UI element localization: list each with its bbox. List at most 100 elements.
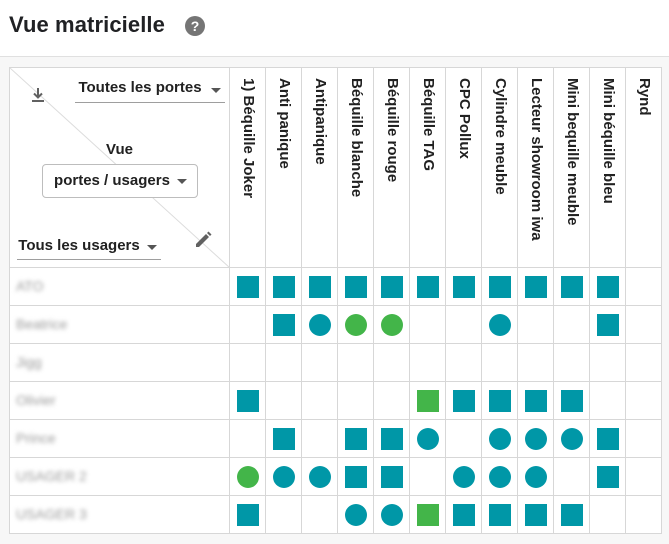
matrix-cell[interactable] (265, 267, 302, 306)
matrix-cell[interactable] (517, 267, 554, 306)
door-column-header[interactable]: CPC Pollux (445, 67, 482, 268)
matrix-cell[interactable] (517, 457, 554, 496)
matrix-cell[interactable] (337, 457, 374, 496)
matrix-cell[interactable] (409, 343, 446, 382)
matrix-cell[interactable] (445, 305, 482, 344)
matrix-cell[interactable] (265, 495, 302, 534)
matrix-cell[interactable] (625, 457, 662, 496)
matrix-cell[interactable] (445, 381, 482, 420)
users-filter-select[interactable]: Tous les usagers (17, 234, 161, 260)
door-column-header[interactable]: Lecteur showroom iwa (517, 67, 554, 268)
door-column-header[interactable]: Rynd (625, 67, 662, 268)
matrix-cell[interactable] (625, 343, 662, 382)
matrix-cell[interactable] (337, 419, 374, 458)
matrix-cell[interactable] (625, 305, 662, 344)
matrix-cell[interactable] (589, 267, 626, 306)
matrix-cell[interactable] (481, 495, 518, 534)
matrix-cell[interactable] (589, 457, 626, 496)
matrix-cell[interactable] (481, 457, 518, 496)
matrix-cell[interactable] (301, 457, 338, 496)
matrix-cell[interactable] (373, 495, 410, 534)
matrix-cell[interactable] (553, 495, 590, 534)
matrix-cell[interactable] (517, 419, 554, 458)
door-column-header[interactable]: Béquille blanche (337, 67, 374, 268)
matrix-cell[interactable] (481, 343, 518, 382)
matrix-cell[interactable] (625, 381, 662, 420)
matrix-cell[interactable] (409, 419, 446, 458)
matrix-cell[interactable] (589, 495, 626, 534)
matrix-cell[interactable] (229, 267, 266, 306)
matrix-cell[interactable] (337, 343, 374, 382)
matrix-cell[interactable] (589, 381, 626, 420)
matrix-cell[interactable] (301, 305, 338, 344)
matrix-cell[interactable] (337, 495, 374, 534)
matrix-cell[interactable] (301, 267, 338, 306)
matrix-cell[interactable] (265, 343, 302, 382)
user-row-header[interactable]: Prince (9, 419, 230, 458)
doors-filter-select[interactable]: Toutes les portes (75, 77, 225, 103)
matrix-cell[interactable] (481, 305, 518, 344)
matrix-cell[interactable] (229, 381, 266, 420)
matrix-cell[interactable] (373, 267, 410, 306)
matrix-cell[interactable] (409, 495, 446, 534)
view-select[interactable]: portes / usagers (42, 164, 198, 198)
user-row-header[interactable]: Jigg (9, 343, 230, 382)
door-column-header[interactable]: Béquille TAG (409, 67, 446, 268)
matrix-cell[interactable] (589, 343, 626, 382)
matrix-cell[interactable] (517, 495, 554, 534)
matrix-cell[interactable] (517, 305, 554, 344)
door-column-header[interactable]: Anti panique (265, 67, 302, 268)
user-row-header[interactable]: Beatrice (9, 305, 230, 344)
door-column-header[interactable]: Béquille rouge (373, 67, 410, 268)
matrix-cell[interactable] (337, 267, 374, 306)
matrix-cell[interactable] (301, 343, 338, 382)
matrix-cell[interactable] (445, 457, 482, 496)
matrix-cell[interactable] (553, 267, 590, 306)
matrix-cell[interactable] (229, 343, 266, 382)
matrix-cell[interactable] (229, 495, 266, 534)
download-icon[interactable] (29, 86, 47, 104)
matrix-cell[interactable] (337, 381, 374, 420)
matrix-cell[interactable] (409, 305, 446, 344)
matrix-cell[interactable] (373, 305, 410, 344)
matrix-cell[interactable] (589, 305, 626, 344)
door-column-header[interactable]: Mini bequille meuble (553, 67, 590, 268)
matrix-cell[interactable] (553, 419, 590, 458)
matrix-cell[interactable] (553, 343, 590, 382)
matrix-cell[interactable] (445, 343, 482, 382)
matrix-cell[interactable] (409, 381, 446, 420)
matrix-cell[interactable] (517, 381, 554, 420)
matrix-cell[interactable] (481, 381, 518, 420)
matrix-cell[interactable] (445, 495, 482, 534)
matrix-cell[interactable] (301, 419, 338, 458)
user-row-header[interactable]: USAGER 2 (9, 457, 230, 496)
matrix-cell[interactable] (265, 305, 302, 344)
pencil-icon[interactable] (193, 230, 213, 250)
matrix-cell[interactable] (337, 305, 374, 344)
matrix-cell[interactable] (301, 381, 338, 420)
matrix-cell[interactable] (301, 495, 338, 534)
matrix-cell[interactable] (229, 419, 266, 458)
matrix-cell[interactable] (373, 419, 410, 458)
door-column-header[interactable]: Cylindre meuble (481, 67, 518, 268)
user-row-header[interactable]: USAGER 3 (9, 495, 230, 534)
door-column-header[interactable]: Mini béquille bleu (589, 67, 626, 268)
door-column-header[interactable]: Antipanique (301, 67, 338, 268)
user-row-header[interactable]: Olivier (9, 381, 230, 420)
matrix-cell[interactable] (589, 419, 626, 458)
matrix-cell[interactable] (625, 495, 662, 534)
matrix-cell[interactable] (625, 419, 662, 458)
matrix-cell[interactable] (553, 381, 590, 420)
matrix-cell[interactable] (445, 267, 482, 306)
matrix-cell[interactable] (481, 267, 518, 306)
matrix-cell[interactable] (481, 419, 518, 458)
matrix-cell[interactable] (517, 343, 554, 382)
matrix-cell[interactable] (229, 457, 266, 496)
matrix-cell[interactable] (265, 381, 302, 420)
matrix-cell[interactable] (265, 419, 302, 458)
matrix-cell[interactable] (265, 457, 302, 496)
matrix-cell[interactable] (625, 267, 662, 306)
matrix-cell[interactable] (409, 267, 446, 306)
user-row-header[interactable]: ATO (9, 267, 230, 306)
matrix-cell[interactable] (229, 305, 266, 344)
